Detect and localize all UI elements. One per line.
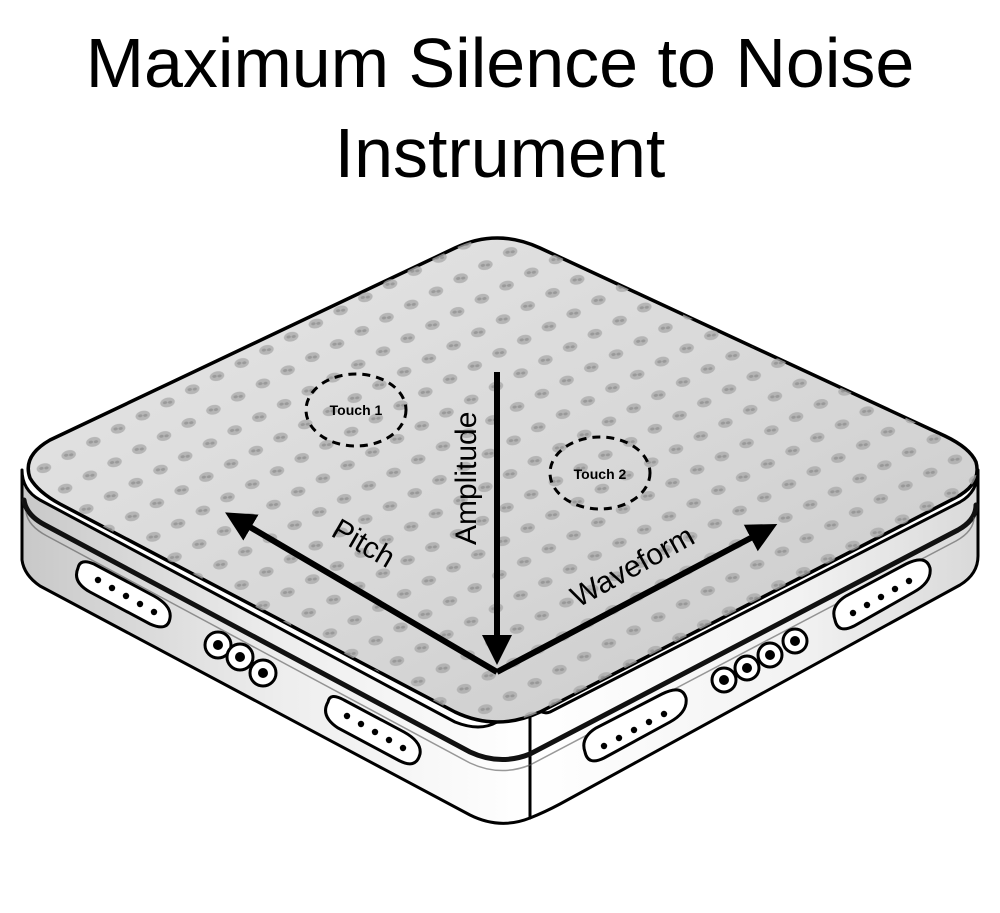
title-line-2: Instrument: [334, 114, 666, 192]
amplitude-label: Amplitude: [450, 412, 483, 545]
right-port-strip-1: [582, 688, 688, 763]
axis-arrows: [225, 372, 778, 675]
left-port-strip-2: [324, 695, 422, 766]
waveform-arrow: [495, 523, 778, 675]
touch-marker-2: Touch 2: [548, 435, 652, 511]
title-line-1: Maximum Silence to Noise: [85, 24, 915, 102]
touch-marker-1: Touch 1: [304, 372, 408, 448]
left-port-strip-1: [75, 560, 172, 629]
pitch-arrow: [225, 512, 499, 675]
right-jacks: [710, 627, 809, 694]
left-jacks: [203, 630, 278, 688]
touch-surface: [26, 236, 979, 724]
touch-2-label: Touch 2: [574, 466, 627, 482]
right-port-strip-2: [832, 558, 932, 631]
touch-1-label: Touch 1: [330, 402, 383, 418]
diagram-title: Maximum Silence to Noise Instrument: [0, 18, 1000, 198]
